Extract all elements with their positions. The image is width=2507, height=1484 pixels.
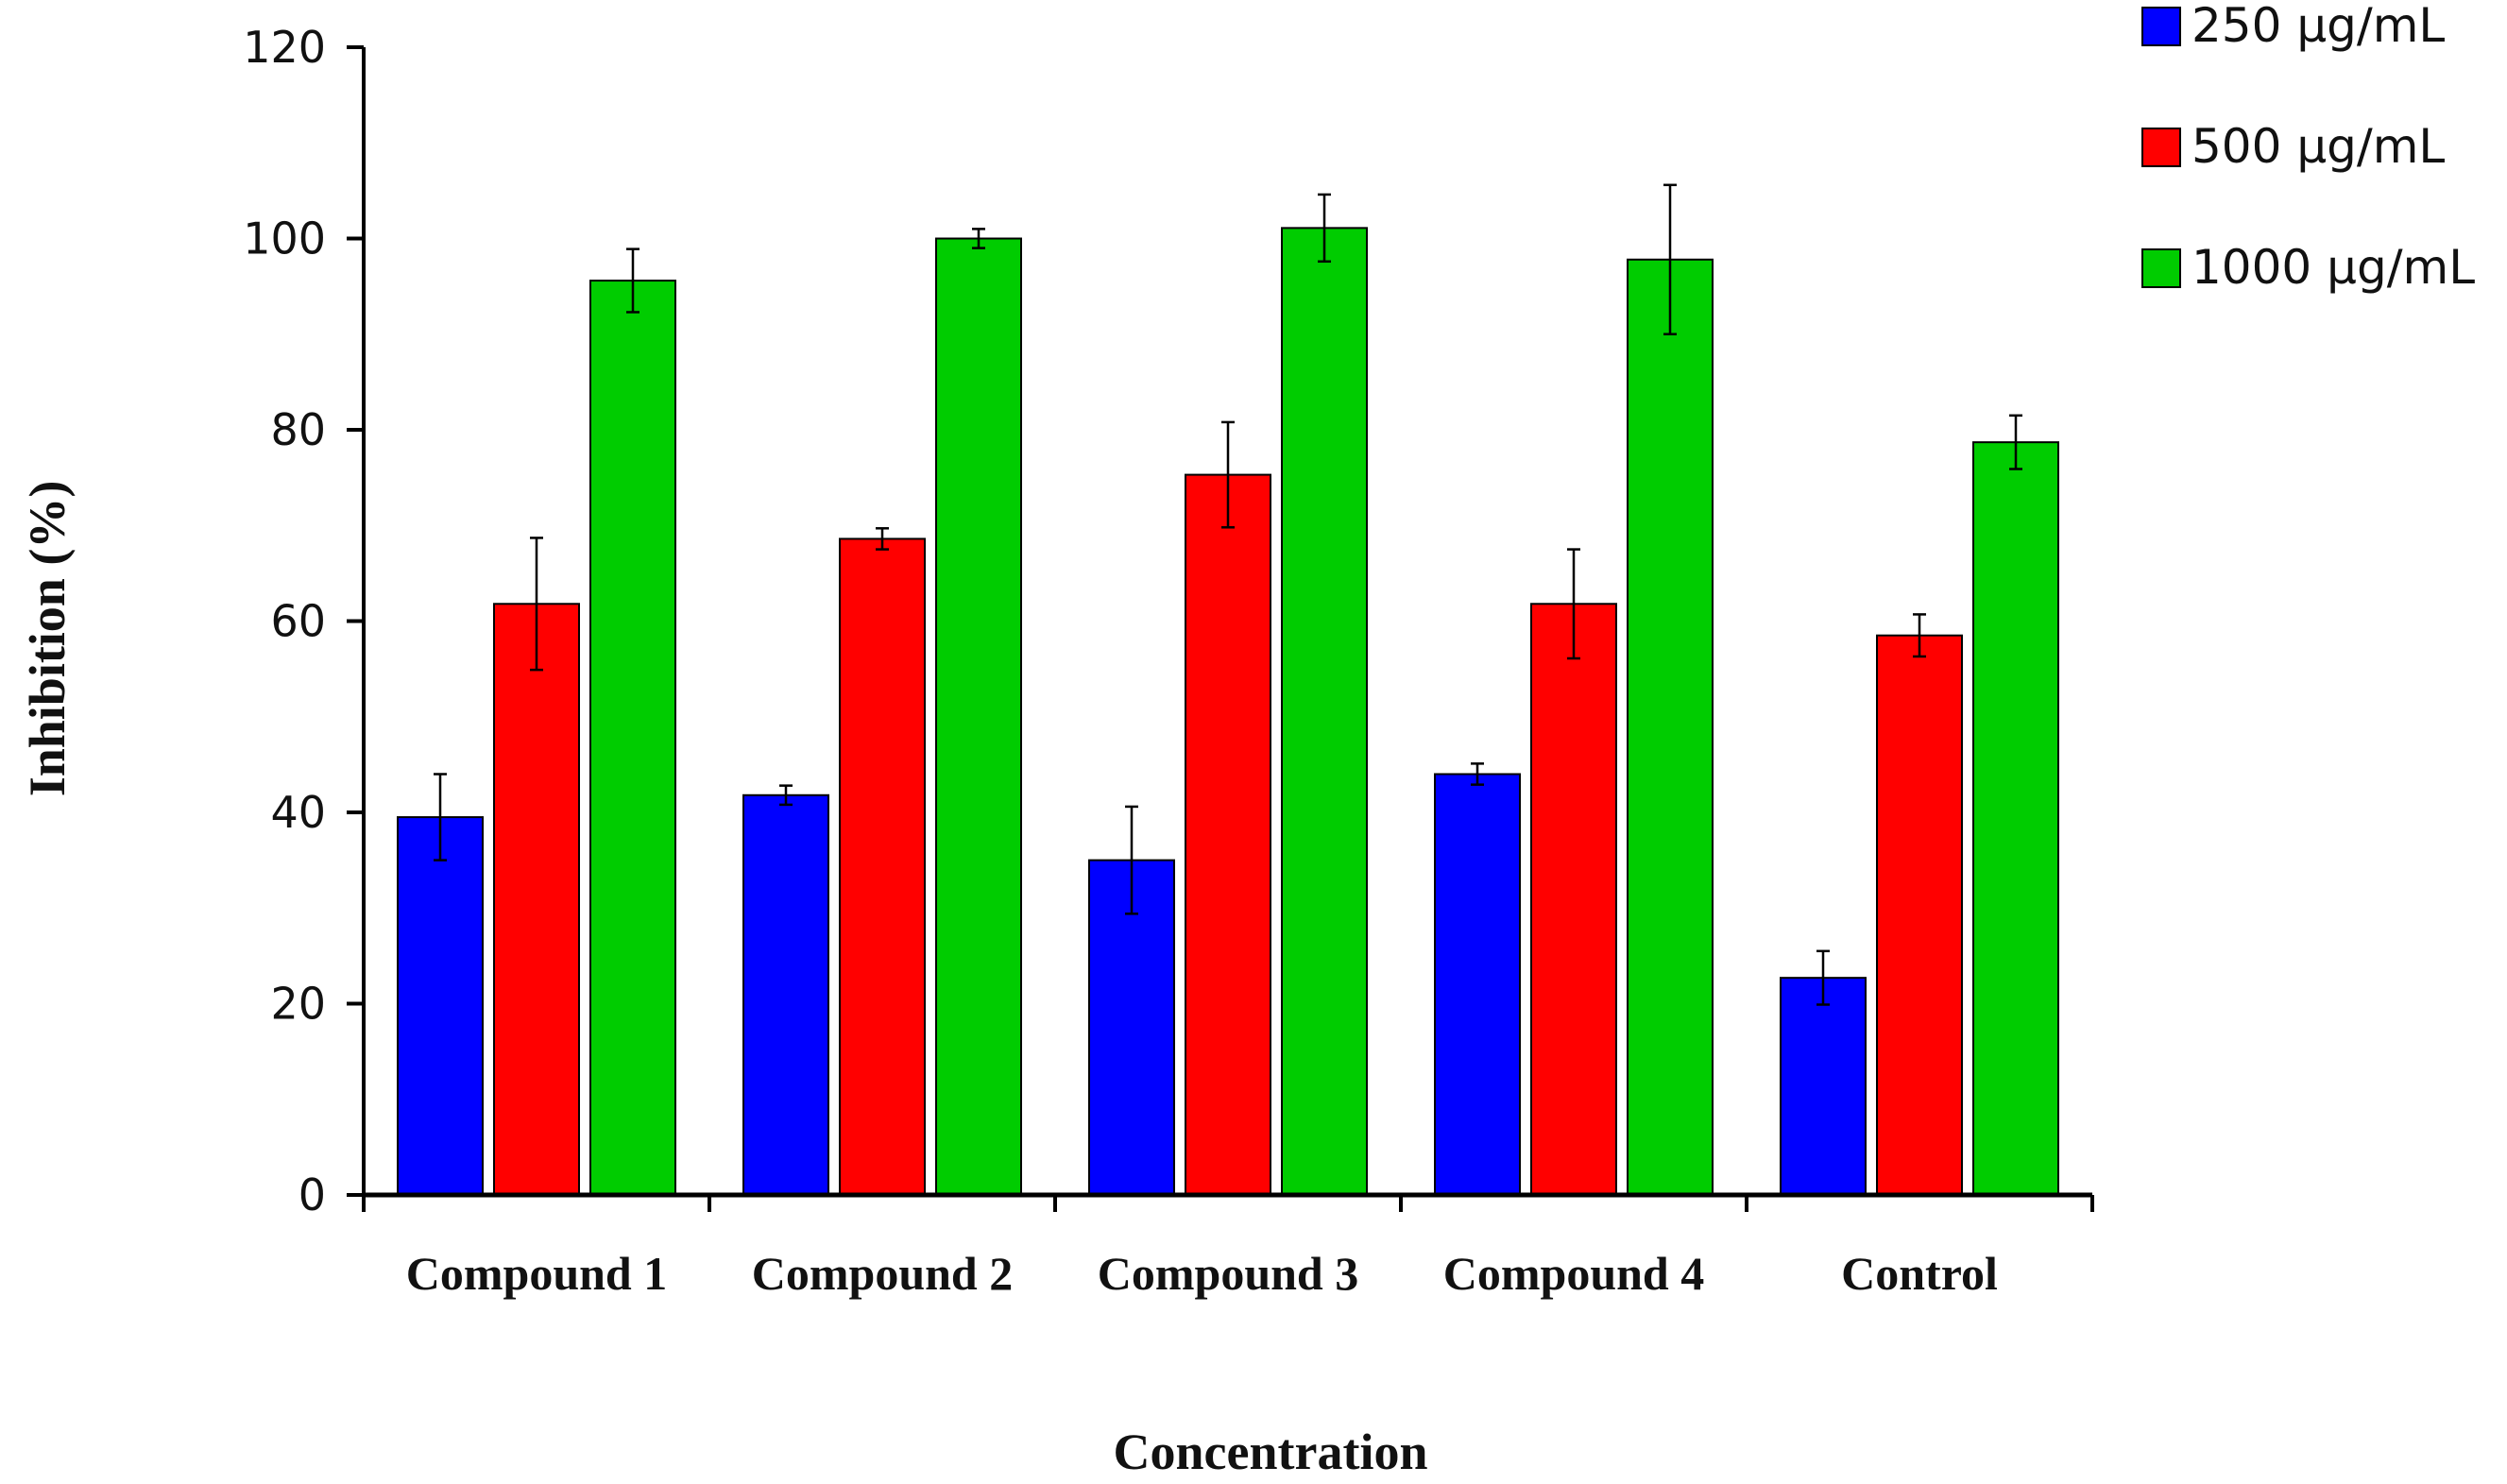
x-category-label: Compound 2: [752, 1247, 1014, 1300]
bar: [1780, 977, 1867, 1196]
x-category-label: Compound 4: [1443, 1247, 1705, 1300]
y-tick-label: 120: [243, 22, 326, 73]
bar: [589, 280, 676, 1196]
bar: [1876, 634, 1963, 1196]
bar: [397, 816, 484, 1196]
bar: [1281, 227, 1368, 1197]
legend-label: 1000 μg/mL: [2191, 240, 2475, 295]
error-bars: [434, 183, 2022, 1006]
x-category-label: Control: [1841, 1247, 1998, 1300]
bar: [935, 237, 1022, 1196]
y-axis-ticks: 0 20 40 60 80 100 120: [243, 22, 364, 1220]
y-tick-label: 0: [298, 1169, 326, 1220]
y-tick-label: 100: [243, 213, 326, 264]
bar: [493, 603, 580, 1196]
bars: [397, 227, 2059, 1197]
y-axis-title: Inhibition (%): [19, 481, 76, 797]
bar: [1627, 258, 1714, 1196]
axes: [362, 47, 2094, 1212]
bar: [1972, 441, 2059, 1197]
y-tick-label: 20: [270, 979, 326, 1030]
x-category-label: Compound 3: [1098, 1247, 1359, 1300]
x-category-label: Compound 1: [406, 1247, 668, 1300]
legend-label: 250 μg/mL: [2191, 0, 2445, 53]
legend: 250 μg/mL 500 μg/mL 1000 μg/mL: [2141, 0, 2475, 295]
x-category-labels: Compound 1 Compound 2 Compound 3 Compound 4…: [406, 1247, 1998, 1300]
y-tick-label: 80: [270, 404, 326, 455]
y-tick-label: 60: [270, 596, 326, 647]
bar: [1434, 773, 1521, 1196]
legend-swatch: [2141, 128, 2181, 167]
legend-swatch: [2141, 7, 2181, 46]
bar: [742, 793, 829, 1197]
bar: [839, 537, 926, 1196]
legend-label: 500 μg/mL: [2191, 119, 2445, 174]
y-tick-label: 40: [270, 787, 326, 838]
bar: [1530, 603, 1617, 1196]
bar: [1185, 473, 1271, 1196]
x-axis-title: Concentration: [1114, 1424, 1428, 1480]
legend-swatch: [2141, 248, 2181, 288]
